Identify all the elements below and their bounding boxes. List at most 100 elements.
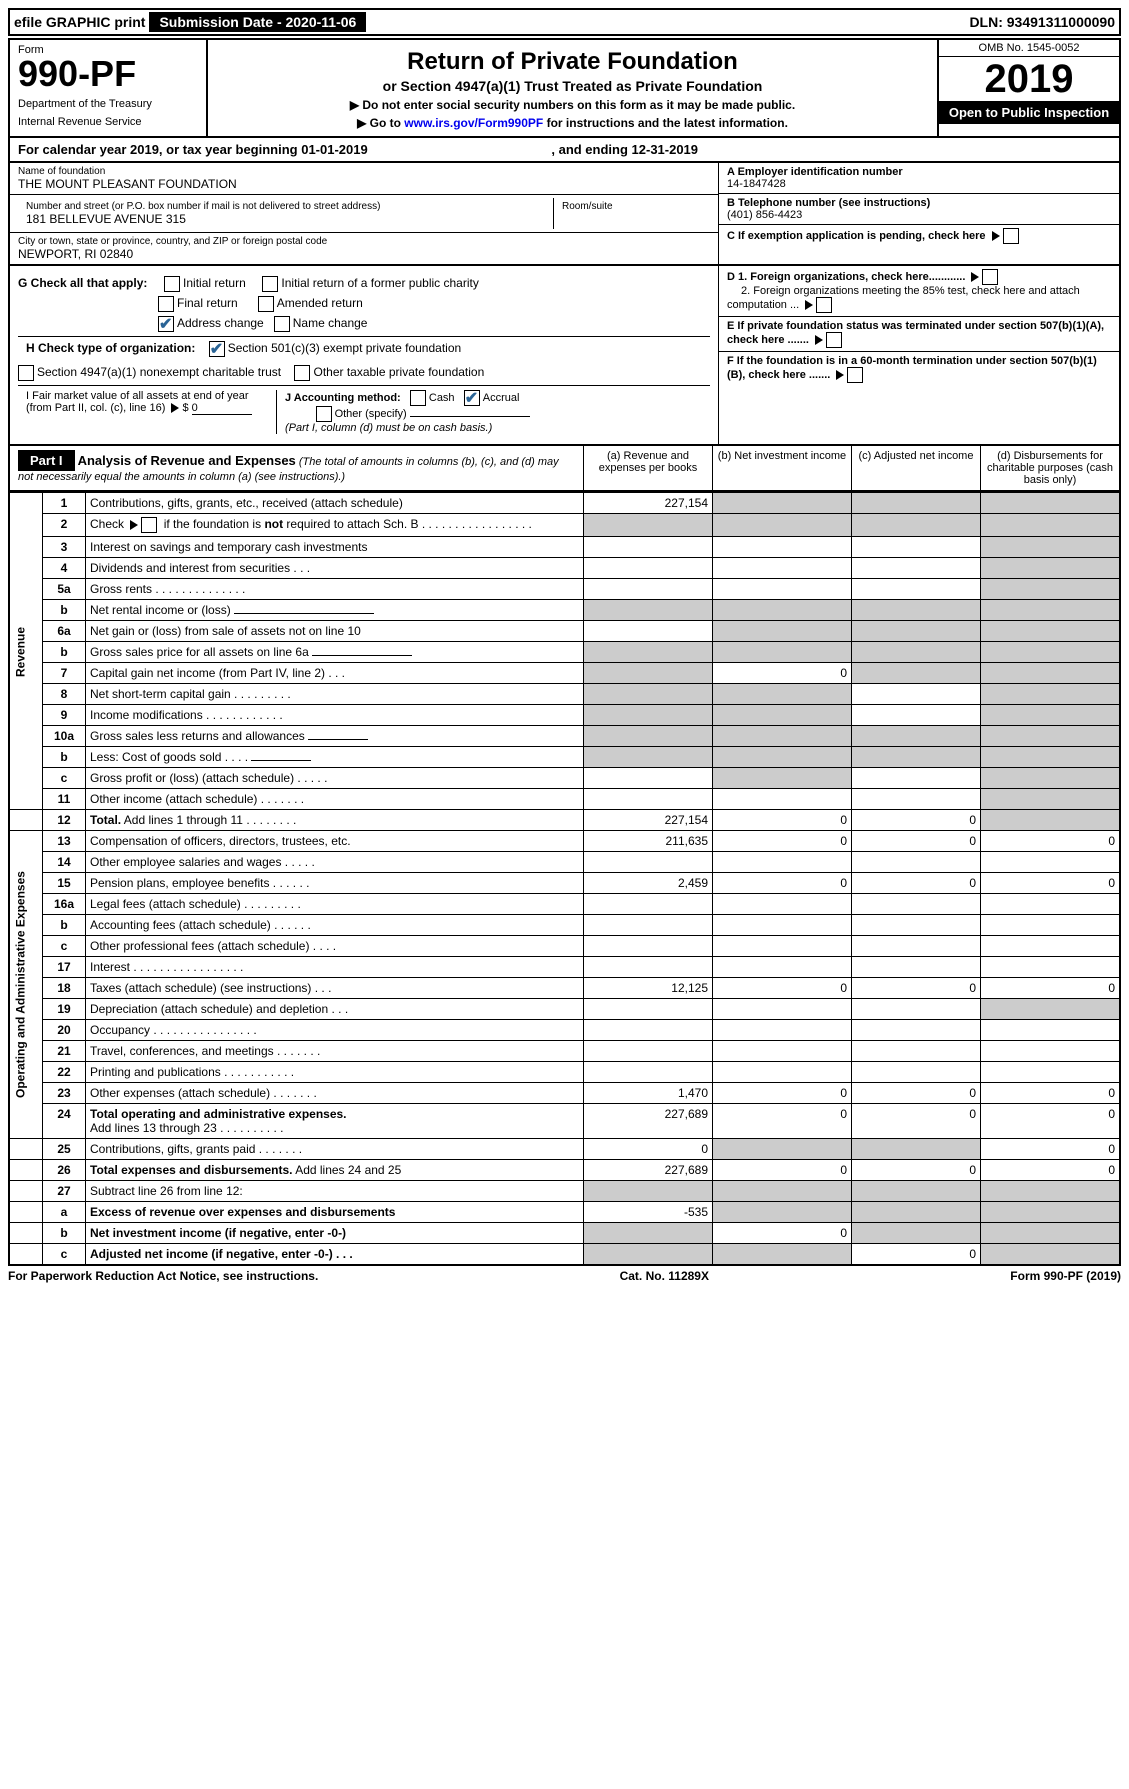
amended-checkbox[interactable] bbox=[258, 296, 274, 312]
f-row: F If the foundation is in a 60-month ter… bbox=[719, 352, 1119, 386]
table-row: bNet investment income (if negative, ent… bbox=[9, 1223, 1120, 1244]
table-row: 23Other expenses (attach schedule) . . .… bbox=[9, 1083, 1120, 1104]
c-label: C If exemption application is pending, c… bbox=[727, 230, 986, 242]
ij-row: I Fair market value of all assets at end… bbox=[18, 385, 710, 438]
address-cell: Number and street (or P.O. box number if… bbox=[18, 198, 553, 229]
j-label: J Accounting method: bbox=[285, 392, 401, 404]
s501-checkbox[interactable] bbox=[209, 341, 225, 357]
initial-former-label: Initial return of a former public charit… bbox=[281, 276, 478, 290]
arrow-icon bbox=[992, 231, 1000, 241]
table-row: 11Other income (attach schedule) . . . .… bbox=[9, 789, 1120, 810]
e-row: E If private foundation status was termi… bbox=[719, 317, 1119, 352]
footer-left: For Paperwork Reduction Act Notice, see … bbox=[8, 1269, 318, 1283]
accrual-label: Accrual bbox=[483, 392, 520, 404]
cal-end: , and ending 12-31-2019 bbox=[551, 142, 698, 157]
ein-row: A Employer identification number 14-1847… bbox=[719, 163, 1119, 194]
e-label: E If private foundation status was termi… bbox=[727, 320, 1104, 346]
dln: DLN: 93491311000090 bbox=[969, 14, 1115, 30]
col-c-header: (c) Adjusted net income bbox=[851, 446, 980, 490]
table-row: Revenue 1Contributions, gifts, grants, e… bbox=[9, 493, 1120, 514]
s4947-checkbox[interactable] bbox=[18, 365, 34, 381]
dept-treasury: Department of the Treasury bbox=[18, 98, 198, 110]
foundation-name-row: Name of foundation THE MOUNT PLEASANT FO… bbox=[10, 163, 718, 195]
table-row: 15Pension plans, employee benefits . . .… bbox=[9, 873, 1120, 894]
j-block: J Accounting method: Cash Accrual Other … bbox=[276, 390, 702, 434]
other-method-label: Other (specify) bbox=[335, 408, 407, 420]
h-row: H Check type of organization: Section 50… bbox=[18, 336, 710, 361]
name-change-label: Name change bbox=[293, 316, 368, 330]
table-row: 17Interest . . . . . . . . . . . . . . .… bbox=[9, 957, 1120, 978]
street-label: Number and street (or P.O. box number if… bbox=[26, 201, 545, 212]
submission-date: Submission Date - 2020-11-06 bbox=[149, 12, 366, 32]
table-row: 22Printing and publications . . . . . . … bbox=[9, 1062, 1120, 1083]
f-label: F If the foundation is in a 60-month ter… bbox=[727, 355, 1097, 381]
table-row: 27Subtract line 26 from line 12: bbox=[9, 1181, 1120, 1202]
address-checkbox[interactable] bbox=[158, 316, 174, 332]
info-block: Name of foundation THE MOUNT PLEASANT FO… bbox=[8, 163, 1121, 266]
amended-label: Amended return bbox=[277, 296, 363, 310]
part1-header: Part I Analysis of Revenue and Expenses … bbox=[8, 446, 1121, 492]
d2-checkbox[interactable] bbox=[816, 297, 832, 313]
irs-link[interactable]: www.irs.gov/Form990PF bbox=[404, 116, 543, 130]
sch-b-checkbox[interactable] bbox=[141, 517, 157, 533]
table-row: 2Check if the foundation is not required… bbox=[9, 514, 1120, 537]
table-row: 25Contributions, gifts, grants paid . . … bbox=[9, 1139, 1120, 1160]
accrual-checkbox[interactable] bbox=[464, 390, 480, 406]
i-block: I Fair market value of all assets at end… bbox=[26, 390, 276, 434]
part1-desc: Part I Analysis of Revenue and Expenses … bbox=[10, 446, 583, 490]
table-row: 8Net short-term capital gain . . . . . .… bbox=[9, 684, 1120, 705]
footer-right: Form 990-PF (2019) bbox=[1010, 1269, 1121, 1283]
form-subtitle: or Section 4947(a)(1) Trust Treated as P… bbox=[214, 78, 931, 94]
warning-2: ▶ Go to www.irs.gov/Form990PF for instru… bbox=[214, 116, 931, 130]
d1-checkbox[interactable] bbox=[982, 269, 998, 285]
table-row: 3Interest on savings and temporary cash … bbox=[9, 537, 1120, 558]
room-suite: Room/suite bbox=[553, 198, 710, 229]
c-checkbox[interactable] bbox=[1003, 228, 1019, 244]
irs-label: Internal Revenue Service bbox=[18, 116, 198, 128]
other-tax-checkbox[interactable] bbox=[294, 365, 310, 381]
s501-label: Section 501(c)(3) exempt private foundat… bbox=[228, 341, 461, 355]
info-left: Name of foundation THE MOUNT PLEASANT FO… bbox=[10, 163, 718, 264]
street-row: Number and street (or P.O. box number if… bbox=[10, 195, 718, 233]
part1-label: Part I bbox=[18, 450, 75, 471]
f-checkbox[interactable] bbox=[847, 367, 863, 383]
final-checkbox[interactable] bbox=[158, 296, 174, 312]
table-row: 19Depreciation (attach schedule) and dep… bbox=[9, 999, 1120, 1020]
page-footer: For Paperwork Reduction Act Notice, see … bbox=[8, 1266, 1121, 1286]
table-row: bLess: Cost of goods sold . . . . bbox=[9, 747, 1120, 768]
info-right: A Employer identification number 14-1847… bbox=[718, 163, 1119, 264]
table-row: 7Capital gain net income (from Part IV, … bbox=[9, 663, 1120, 684]
e-checkbox[interactable] bbox=[826, 332, 842, 348]
table-row: 9Income modifications . . . . . . . . . … bbox=[9, 705, 1120, 726]
top-bar: efile GRAPHIC print Submission Date - 20… bbox=[8, 8, 1121, 36]
other-method-checkbox[interactable] bbox=[316, 406, 332, 422]
tax-year: 2019 bbox=[939, 57, 1119, 101]
col-d-header: (d) Disbursements for charitable purpose… bbox=[980, 446, 1119, 490]
city-row: City or town, state or province, country… bbox=[10, 233, 718, 264]
cal-begin: For calendar year 2019, or tax year begi… bbox=[18, 142, 368, 157]
calendar-year-row: For calendar year 2019, or tax year begi… bbox=[8, 138, 1121, 163]
footer-mid: Cat. No. 11289X bbox=[620, 1269, 709, 1283]
initial-checkbox[interactable] bbox=[164, 276, 180, 292]
g-row2: Final return Amended return bbox=[158, 296, 710, 312]
table-row: 10aGross sales less returns and allowanc… bbox=[9, 726, 1120, 747]
revenue-label: Revenue bbox=[9, 493, 43, 810]
g-row3: Address change Name change bbox=[158, 316, 710, 332]
cash-checkbox[interactable] bbox=[410, 390, 426, 406]
public-inspection: Open to Public Inspection bbox=[939, 101, 1119, 124]
table-row: 21Travel, conferences, and meetings . . … bbox=[9, 1041, 1120, 1062]
checks-left: G Check all that apply: Initial return I… bbox=[10, 266, 718, 444]
table-row: 4Dividends and interest from securities … bbox=[9, 558, 1120, 579]
ein-value: 14-1847428 bbox=[727, 178, 1111, 190]
name-change-checkbox[interactable] bbox=[274, 316, 290, 332]
header-center: Return of Private Foundation or Section … bbox=[208, 40, 937, 136]
d1-row: D 1. Foreign organizations, check here..… bbox=[719, 266, 1119, 317]
ein-label: A Employer identification number bbox=[727, 166, 1111, 178]
initial-former-checkbox[interactable] bbox=[262, 276, 278, 292]
other-specify bbox=[410, 416, 530, 417]
arrow-icon bbox=[805, 300, 813, 310]
table-row: 12Total. Total. Add lines 1 through 11 .… bbox=[9, 810, 1120, 831]
name-label: Name of foundation bbox=[18, 166, 710, 177]
omb-number: OMB No. 1545-0052 bbox=[939, 40, 1119, 57]
col-a-header: (a) Revenue and expenses per books bbox=[583, 446, 712, 490]
